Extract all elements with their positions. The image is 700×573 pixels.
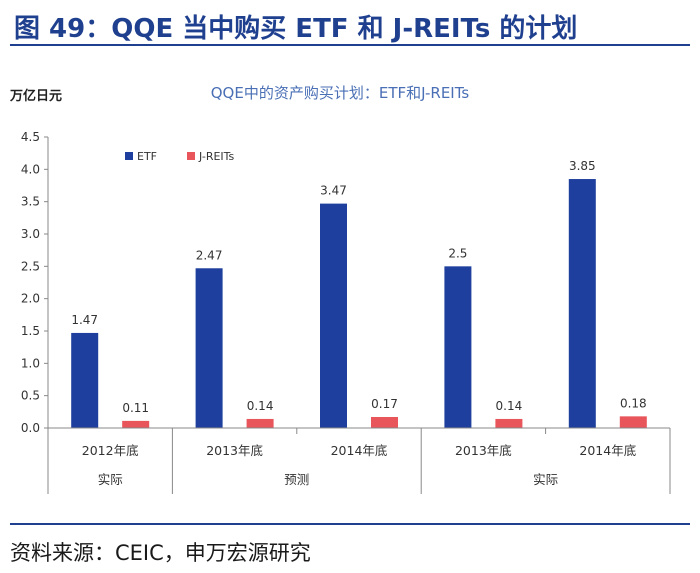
- data-label-etf-1: 2.47: [196, 248, 223, 262]
- x-tick-label: 2014年底: [579, 443, 636, 458]
- bar-etf-3: [444, 266, 472, 428]
- y-tick-label: 4.5: [21, 130, 40, 144]
- data-label-j-reits-0: 0.11: [122, 401, 149, 415]
- legend-label-j-reits: J-REITs: [198, 150, 235, 163]
- group-label: 预测: [284, 472, 309, 487]
- data-label-etf-3: 2.5: [448, 246, 467, 260]
- y-tick-label: 4.0: [21, 162, 40, 176]
- y-tick-label: 0.0: [21, 421, 40, 435]
- x-tick-label: 2013年底: [206, 443, 263, 458]
- bar-etf-2: [320, 203, 347, 428]
- bar-j-reits-2: [371, 417, 398, 428]
- y-tick-label: 1.5: [21, 324, 40, 338]
- y-tick-label: 2.0: [21, 292, 40, 306]
- group-label: 实际: [533, 472, 558, 487]
- y-tick-label: 1.0: [21, 356, 40, 370]
- bar-j-reits-1: [246, 418, 274, 428]
- data-label-j-reits-2: 0.17: [371, 397, 398, 411]
- y-axis-label: 万亿日元: [9, 88, 62, 104]
- legend-swatch-etf: [125, 152, 133, 160]
- y-tick-label: 3.5: [21, 195, 40, 209]
- y-axis: 0.0 0.5 1.0 1.5 2.0 2.5 3.0 3.5 4.0 4.5: [21, 130, 49, 435]
- figure-title: 图 49：QQE 当中购买 ETF 和 J-REITs 的计划: [14, 14, 578, 44]
- data-label-etf-2: 3.47: [320, 184, 347, 198]
- x-tick-label: 2013年底: [455, 443, 512, 458]
- bars: 1.47 0.11 2.47 0.14 3.47 0.17 2.5 0.14 3.85 0.18: [71, 159, 647, 428]
- legend-swatch-j-reits: [187, 152, 195, 160]
- data-label-etf-0: 1.47: [71, 313, 98, 327]
- source-note: 资料来源：CEIC，申万宏源研究: [10, 541, 311, 565]
- source-divider: [10, 523, 690, 525]
- data-label-j-reits-3: 0.14: [496, 399, 523, 413]
- legend-label-etf: ETF: [137, 150, 157, 163]
- y-tick-label: 2.5: [21, 259, 40, 273]
- x-tick-label: 2012年底: [82, 443, 139, 458]
- bar-j-reits-0: [122, 420, 150, 428]
- data-label-j-reits-4: 0.18: [620, 396, 647, 410]
- bar-j-reits-3: [495, 418, 523, 428]
- legend: ETF J-REITs: [125, 150, 235, 163]
- data-label-j-reits-1: 0.14: [247, 399, 274, 413]
- y-tick-label: 3.0: [21, 227, 40, 241]
- bar-etf-0: [71, 332, 99, 428]
- group-label: 实际: [98, 472, 123, 487]
- chart-title: QQE中的资产购买计划：ETF和J-REITs: [211, 84, 470, 102]
- x-tick-label: 2014年底: [331, 443, 388, 458]
- y-tick-label: 0.5: [21, 389, 40, 403]
- data-label-etf-4: 3.85: [569, 159, 596, 173]
- title-divider: [10, 44, 690, 46]
- bar-j-reits-4: [619, 416, 647, 428]
- bar-etf-4: [568, 179, 596, 428]
- bar-etf-1: [195, 268, 223, 428]
